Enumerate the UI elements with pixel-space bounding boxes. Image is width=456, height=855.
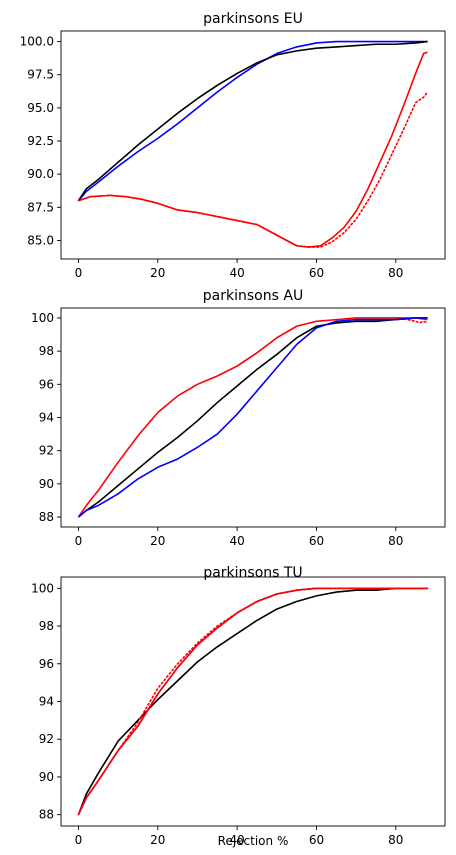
x-tick-label: 40 xyxy=(229,534,244,548)
y-tick-label: 100 xyxy=(31,581,54,595)
y-tick-label: 90 xyxy=(39,770,54,784)
y-tick-label: 85.0 xyxy=(27,233,54,247)
series-line-3 xyxy=(77,317,428,518)
y-tick-label: 96 xyxy=(39,657,54,671)
x-tick-label: 0 xyxy=(75,833,83,847)
chart-panel-eu: parkinsons EU 0 20 40 60 80 85.0 87.5 90.0 92.5 9… xyxy=(20,11,446,280)
chart-panel-tu: parkinsons TU Rejection % 0 20 40 60 80 88 90 9… xyxy=(31,565,446,848)
y-tick-label: 97.5 xyxy=(27,68,54,82)
y-tick-label: 94 xyxy=(39,411,54,425)
y-tick-label: 87.5 xyxy=(27,200,54,214)
axes-frame xyxy=(60,576,446,827)
axes-frame xyxy=(60,30,446,260)
y-tick-label: 98 xyxy=(39,619,54,633)
x-tick-label: 60 xyxy=(309,833,324,847)
series-line-1 xyxy=(77,40,428,202)
x-tick-label: 80 xyxy=(388,833,403,847)
y-tick-label: 94 xyxy=(39,695,54,709)
series-line-2 xyxy=(78,51,428,248)
x-tick-label: 20 xyxy=(150,534,165,548)
x-tick-label: 60 xyxy=(309,534,324,548)
y-tick-label: 90.0 xyxy=(27,167,54,181)
y-tick-label: 90 xyxy=(39,477,54,491)
series-line-0 xyxy=(77,317,428,518)
chart-title: parkinsons AU xyxy=(203,288,303,304)
y-tick-label: 88 xyxy=(39,510,54,524)
series-line-0 xyxy=(77,587,428,815)
y-tick-label: 88 xyxy=(39,808,54,822)
y-tick-label: 92 xyxy=(39,732,54,746)
series-line-3 xyxy=(77,91,429,248)
y-tick-label: 98 xyxy=(39,344,54,358)
x-tick-label: 80 xyxy=(388,266,403,280)
x-axis-label: Rejection % xyxy=(218,834,289,848)
chart-panel-au: parkinsons AU 0 20 40 60 80 88 90 92 94 96 98 100 xyxy=(31,288,446,548)
series-line-0 xyxy=(77,40,428,202)
chart-title: parkinsons EU xyxy=(203,11,303,27)
y-tick-label: 100 xyxy=(31,311,54,325)
x-tick-label: 80 xyxy=(388,534,403,548)
series-line-2 xyxy=(77,317,428,518)
x-tick-label: 60 xyxy=(309,266,324,280)
x-tick-label: 0 xyxy=(75,534,83,548)
y-tick-label: 92 xyxy=(39,444,54,458)
y-tick-label: 92.5 xyxy=(27,134,54,148)
y-tick-label: 96 xyxy=(39,377,54,391)
x-tick-label: 0 xyxy=(75,266,83,280)
series-line-3 xyxy=(77,587,429,816)
x-tick-label: 40 xyxy=(229,266,244,280)
x-tick-label: 20 xyxy=(150,833,165,847)
y-tick-label: 100.0 xyxy=(20,35,54,49)
chart-title: parkinsons TU xyxy=(203,565,302,581)
x-tick-label: 20 xyxy=(150,266,165,280)
x-tick-label: 40 xyxy=(229,833,244,847)
y-tick-label: 95.0 xyxy=(27,101,54,115)
